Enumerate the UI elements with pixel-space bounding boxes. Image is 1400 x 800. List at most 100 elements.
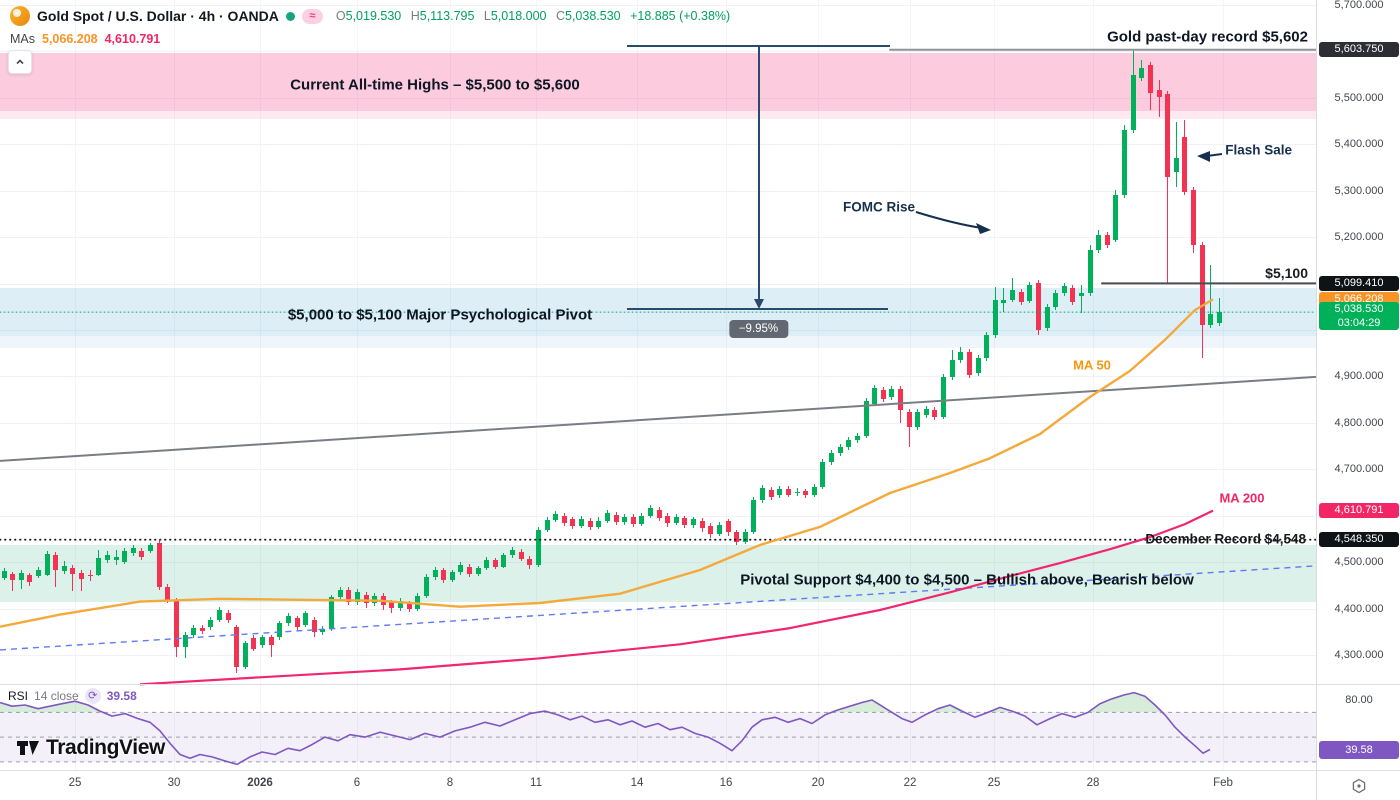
candle bbox=[285, 616, 291, 623]
candle bbox=[510, 550, 516, 556]
candle bbox=[208, 619, 214, 628]
price-axis-label: 5,200.000 bbox=[1334, 231, 1384, 244]
all-time-high-zone-band bbox=[0, 53, 1316, 111]
candle bbox=[398, 601, 404, 609]
alert-status-icon[interactable]: ≈ bbox=[301, 8, 323, 24]
close-label: C bbox=[555, 9, 565, 23]
rsi-indicator-header[interactable]: RSI 14 close ⟳ 39.58 bbox=[8, 688, 137, 704]
rsi-name[interactable]: RSI bbox=[8, 689, 29, 703]
ohlc-values: O5,019.530 H5,113.795 L5,018.000 C5,038.… bbox=[330, 9, 730, 23]
candle bbox=[811, 486, 817, 495]
candle bbox=[570, 518, 576, 526]
candle bbox=[656, 509, 662, 519]
candle bbox=[234, 627, 240, 668]
price-axis-label: 4,400.000 bbox=[1334, 602, 1384, 615]
symbol-title[interactable]: Gold Spot / U.S. Dollar · 4h · OANDA bbox=[37, 8, 279, 24]
candle bbox=[217, 609, 222, 620]
candle bbox=[148, 545, 154, 551]
record-label: Gold past-day record $5,602 bbox=[1107, 28, 1308, 46]
candle bbox=[941, 376, 947, 417]
candle bbox=[561, 515, 567, 524]
time-axis[interactable]: 25 30 2026 6 8 11 14 16 20 22 25 28 Feb bbox=[0, 770, 1316, 800]
candle bbox=[1035, 283, 1041, 330]
candle bbox=[311, 619, 317, 633]
candle bbox=[785, 488, 791, 495]
price-badge-5,603.750: 5,603.750 bbox=[1319, 42, 1399, 58]
mas-label[interactable]: MAs bbox=[10, 32, 35, 46]
pane-separator[interactable] bbox=[0, 684, 1400, 685]
candle bbox=[923, 408, 929, 415]
price-badge-4,610.791: 4,610.791 bbox=[1319, 503, 1399, 519]
candle bbox=[579, 518, 585, 526]
candle bbox=[897, 388, 903, 410]
price-axis-label: 4,700.000 bbox=[1334, 463, 1384, 476]
horizontal-gridline bbox=[0, 283, 1316, 285]
candle bbox=[501, 555, 507, 567]
time-axis-label: 25 bbox=[987, 777, 1001, 789]
candle bbox=[648, 507, 653, 516]
candle bbox=[27, 575, 33, 583]
price-axis[interactable]: 5,700.000 5,500.000 5,400.000 5,300.000 5,20… bbox=[1316, 0, 1400, 800]
open-label: O bbox=[335, 9, 346, 23]
candle bbox=[725, 520, 731, 532]
gold-symbol-icon bbox=[10, 6, 30, 26]
candle bbox=[406, 603, 412, 610]
candle bbox=[44, 553, 50, 576]
ma50-label: MA 50 bbox=[1073, 357, 1111, 373]
horizontal-gridline bbox=[0, 5, 1316, 6]
chart-plot-area[interactable]: −9.95% Current All-time Highs – $5,500 to… bbox=[0, 0, 1316, 770]
price-axis-label: 4,300.000 bbox=[1334, 649, 1384, 661]
candle bbox=[1018, 291, 1024, 303]
rsi-value-badge: 39.58 bbox=[1319, 741, 1399, 760]
time-axis-label: 22 bbox=[903, 777, 917, 789]
time-axis-label: 16 bbox=[719, 777, 733, 789]
candle bbox=[242, 643, 248, 668]
candle bbox=[958, 351, 964, 360]
candle bbox=[458, 564, 464, 573]
candle bbox=[466, 566, 472, 575]
candle bbox=[691, 518, 697, 525]
candle-wick bbox=[1158, 79, 1160, 117]
time-axis-label: 25 bbox=[68, 777, 82, 789]
price-axis-label: 4,800.000 bbox=[1334, 416, 1384, 429]
countdown-timer: 03:04:29 bbox=[1337, 317, 1381, 330]
horizontal-gridline bbox=[0, 97, 1316, 99]
time-axis-label: 30 bbox=[167, 777, 181, 789]
tradingview-watermark[interactable]: TradingView bbox=[16, 736, 165, 760]
candle bbox=[846, 440, 852, 447]
ma200-value: 4,610.791 bbox=[104, 32, 161, 46]
candle bbox=[79, 572, 85, 579]
candle bbox=[673, 516, 679, 524]
price-axis-label: 4,500.000 bbox=[1334, 556, 1384, 569]
candle bbox=[260, 637, 266, 646]
price-badge-4,548.350: 4,548.350 bbox=[1319, 532, 1399, 548]
candle bbox=[182, 635, 188, 647]
candle bbox=[484, 559, 490, 569]
candle bbox=[1130, 75, 1136, 130]
candle bbox=[1208, 313, 1214, 325]
tradingview-logo-icon bbox=[17, 741, 39, 755]
market-status-dot-icon[interactable] bbox=[285, 11, 295, 21]
candle bbox=[1147, 64, 1153, 93]
candle bbox=[1122, 129, 1128, 195]
candle bbox=[346, 590, 352, 603]
candle bbox=[768, 489, 774, 498]
candle bbox=[820, 461, 826, 487]
horizontal-gridline bbox=[0, 237, 1316, 239]
candle bbox=[449, 572, 455, 580]
candle bbox=[380, 596, 386, 605]
collapse-panel-button[interactable] bbox=[8, 50, 32, 74]
candle bbox=[966, 351, 972, 376]
price-axis-label: 5,500.000 bbox=[1334, 91, 1384, 104]
candle bbox=[682, 518, 688, 525]
ma200-label: MA 200 bbox=[1219, 490, 1265, 506]
candle bbox=[191, 628, 197, 636]
high-value: 5,113.795 bbox=[419, 9, 475, 23]
close-value: 5,038.530 bbox=[565, 9, 621, 23]
candle bbox=[1182, 136, 1188, 193]
axis-settings-gear-icon[interactable] bbox=[1351, 778, 1367, 794]
candle bbox=[1010, 290, 1016, 300]
candle bbox=[1070, 287, 1076, 303]
candle bbox=[337, 590, 343, 597]
